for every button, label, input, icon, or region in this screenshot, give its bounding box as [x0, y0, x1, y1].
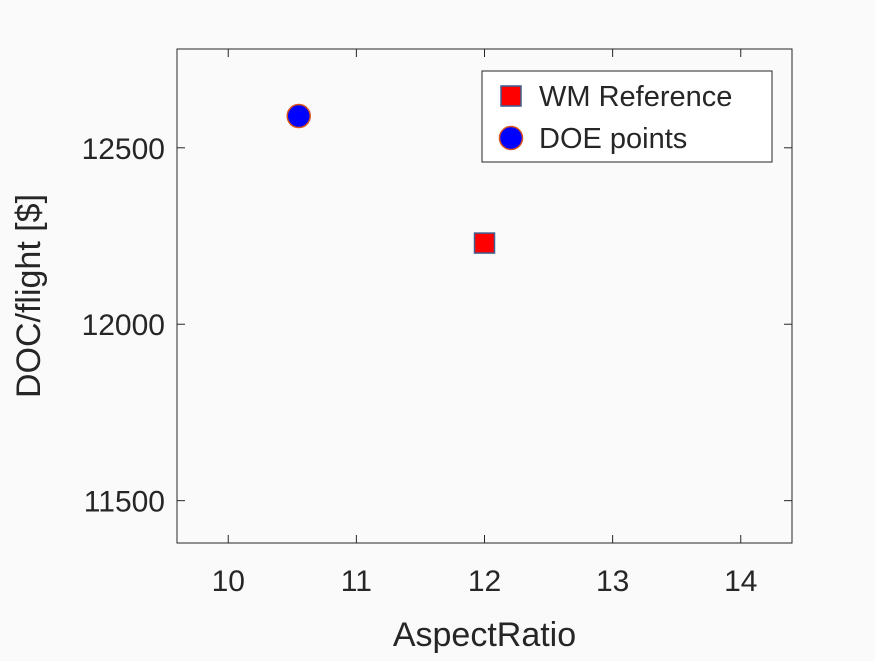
- y-tick-label: 12500: [82, 133, 165, 166]
- doe-point-marker: [286, 103, 311, 129]
- y-tick-label: 12000: [82, 309, 165, 342]
- y-tick-label: 11500: [84, 486, 165, 519]
- x-tick-label: 10: [212, 565, 245, 598]
- data-points: [286, 103, 496, 254]
- x-tick-label: 11: [341, 565, 372, 598]
- x-tick-label: 13: [596, 565, 629, 598]
- legend-label: WM Reference: [539, 81, 732, 113]
- legend-marker: [498, 125, 524, 151]
- legend-box: [481, 70, 773, 163]
- x-axis-label: AspectRatio: [393, 616, 576, 654]
- axis-ticks: 10 11 12 13 14 11500 12000 12500: [82, 49, 792, 598]
- legend: WM Reference DOE points: [481, 70, 773, 163]
- x-tick-label: 14: [724, 565, 757, 598]
- legend-marker: [500, 85, 522, 107]
- y-axis-label: DOC/flight [$]: [10, 194, 48, 398]
- legend-label: DOE points: [539, 123, 687, 155]
- reference-point-marker: [473, 232, 496, 254]
- x-tick-label: 12: [468, 565, 501, 598]
